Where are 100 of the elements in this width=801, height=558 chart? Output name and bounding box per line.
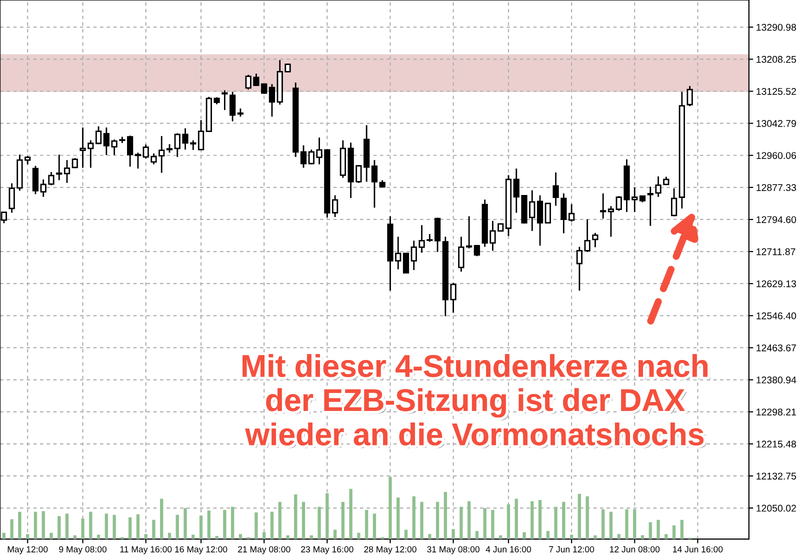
bar: [238, 534, 242, 540]
y-tick-label: 12215.48: [756, 440, 796, 448]
bar: [160, 498, 164, 540]
bar: [672, 525, 676, 540]
candlestick: [300, 144, 307, 168]
bar: [396, 498, 400, 540]
x-tick-label: 4 Jun 16:00: [486, 546, 532, 552]
bar: [58, 516, 61, 540]
y-tick-label: 12794.60: [756, 216, 796, 224]
bar: [656, 520, 660, 540]
bar: [467, 501, 471, 540]
bar: [506, 504, 510, 540]
y-tick-label: 13042.79: [756, 120, 796, 127]
candlestick: [95, 126, 102, 145]
candlestick: [576, 246, 582, 292]
bar: [491, 510, 494, 540]
candlestick: [536, 194, 544, 246]
bar: [514, 498, 518, 540]
bar: [215, 536, 218, 540]
x-tick-label: 21 May 08:00: [238, 546, 290, 554]
y-tick-label: 12380.94: [756, 376, 796, 384]
bar: [318, 506, 321, 540]
bar: [89, 512, 92, 540]
bar: [570, 534, 574, 540]
annotation: Mit dieser 4-Stundenkerze nach der EZB-Sitzung ist der DAX wieder an die Vormonatshochs: [242, 354, 710, 448]
x-tick-label: 14 Jun 16:00: [673, 546, 723, 552]
bar: [483, 508, 486, 540]
candlestick: [371, 159, 378, 208]
bar: [223, 510, 226, 540]
x-tick-label: 23 May 16:00: [301, 546, 354, 554]
bar: [81, 518, 84, 540]
bar: [562, 502, 566, 540]
candlestick: [670, 188, 678, 217]
bar: [341, 502, 345, 540]
y-tick-label: 12132.75: [756, 472, 796, 480]
bar: [230, 506, 234, 540]
x-tick-label: 31 May 08:00: [427, 546, 480, 554]
bar: [302, 502, 306, 540]
bar: [270, 512, 274, 540]
bar: [554, 506, 558, 540]
candlestick: [332, 194, 338, 218]
bar: [602, 509, 605, 540]
bar: [2, 532, 6, 540]
y-tick-label: 12629.13: [756, 280, 796, 288]
bar: [18, 512, 22, 540]
candlestick: [222, 90, 228, 111]
bar: [538, 500, 542, 540]
bar: [420, 502, 424, 540]
y-tick-label: 12298.21: [756, 408, 796, 416]
bar: [444, 492, 447, 540]
bar: [578, 494, 582, 540]
bar: [168, 532, 172, 540]
bar: [546, 530, 550, 540]
bar: [128, 517, 132, 540]
bar: [96, 534, 100, 540]
candlestick: [32, 165, 39, 195]
candlestick: [134, 152, 142, 170]
candlestick: [458, 236, 464, 272]
x-tick-label: 11 May 16:00: [120, 546, 172, 554]
bar: [664, 534, 668, 540]
y-tick-label: 12877.33: [756, 184, 796, 192]
bar: [112, 514, 116, 540]
bar: [460, 506, 463, 540]
bar: [333, 530, 337, 540]
bar: [357, 532, 360, 540]
bar: [26, 534, 30, 540]
y-tick-label: 13125.52: [756, 88, 796, 95]
candlestick: [64, 159, 70, 184]
y-tick-label: 12711.87: [756, 248, 796, 256]
candlestick: [56, 154, 62, 181]
bar: [42, 511, 45, 540]
bar: [617, 534, 620, 540]
bar: [152, 520, 156, 540]
bar: [50, 532, 53, 540]
candlestick: [592, 232, 598, 248]
bar: [586, 496, 589, 540]
bar: [34, 512, 38, 540]
bar: [452, 529, 455, 540]
candlestick: [103, 126, 110, 156]
bar: [254, 512, 258, 540]
bar: [199, 515, 203, 540]
candlestick: [544, 202, 551, 224]
bar: [349, 488, 352, 540]
x-tick-label: 12 Jun 08:00: [610, 546, 660, 552]
candlestick: [568, 204, 575, 222]
bar: [428, 534, 432, 540]
bar: [294, 494, 298, 540]
bar: [404, 530, 408, 540]
candlestick: [268, 83, 276, 118]
x-tick-label: May 12:00: [8, 546, 48, 554]
bar: [522, 532, 526, 540]
bar: [207, 510, 210, 540]
x-tick-label: 28 May 12:00: [364, 546, 416, 554]
bar: [475, 530, 479, 540]
y-tick-label: 12546.40: [756, 312, 796, 320]
bar: [609, 512, 613, 540]
bar: [594, 535, 597, 540]
candlestick: [434, 217, 441, 253]
bar: [176, 514, 179, 540]
bar: [192, 534, 195, 540]
